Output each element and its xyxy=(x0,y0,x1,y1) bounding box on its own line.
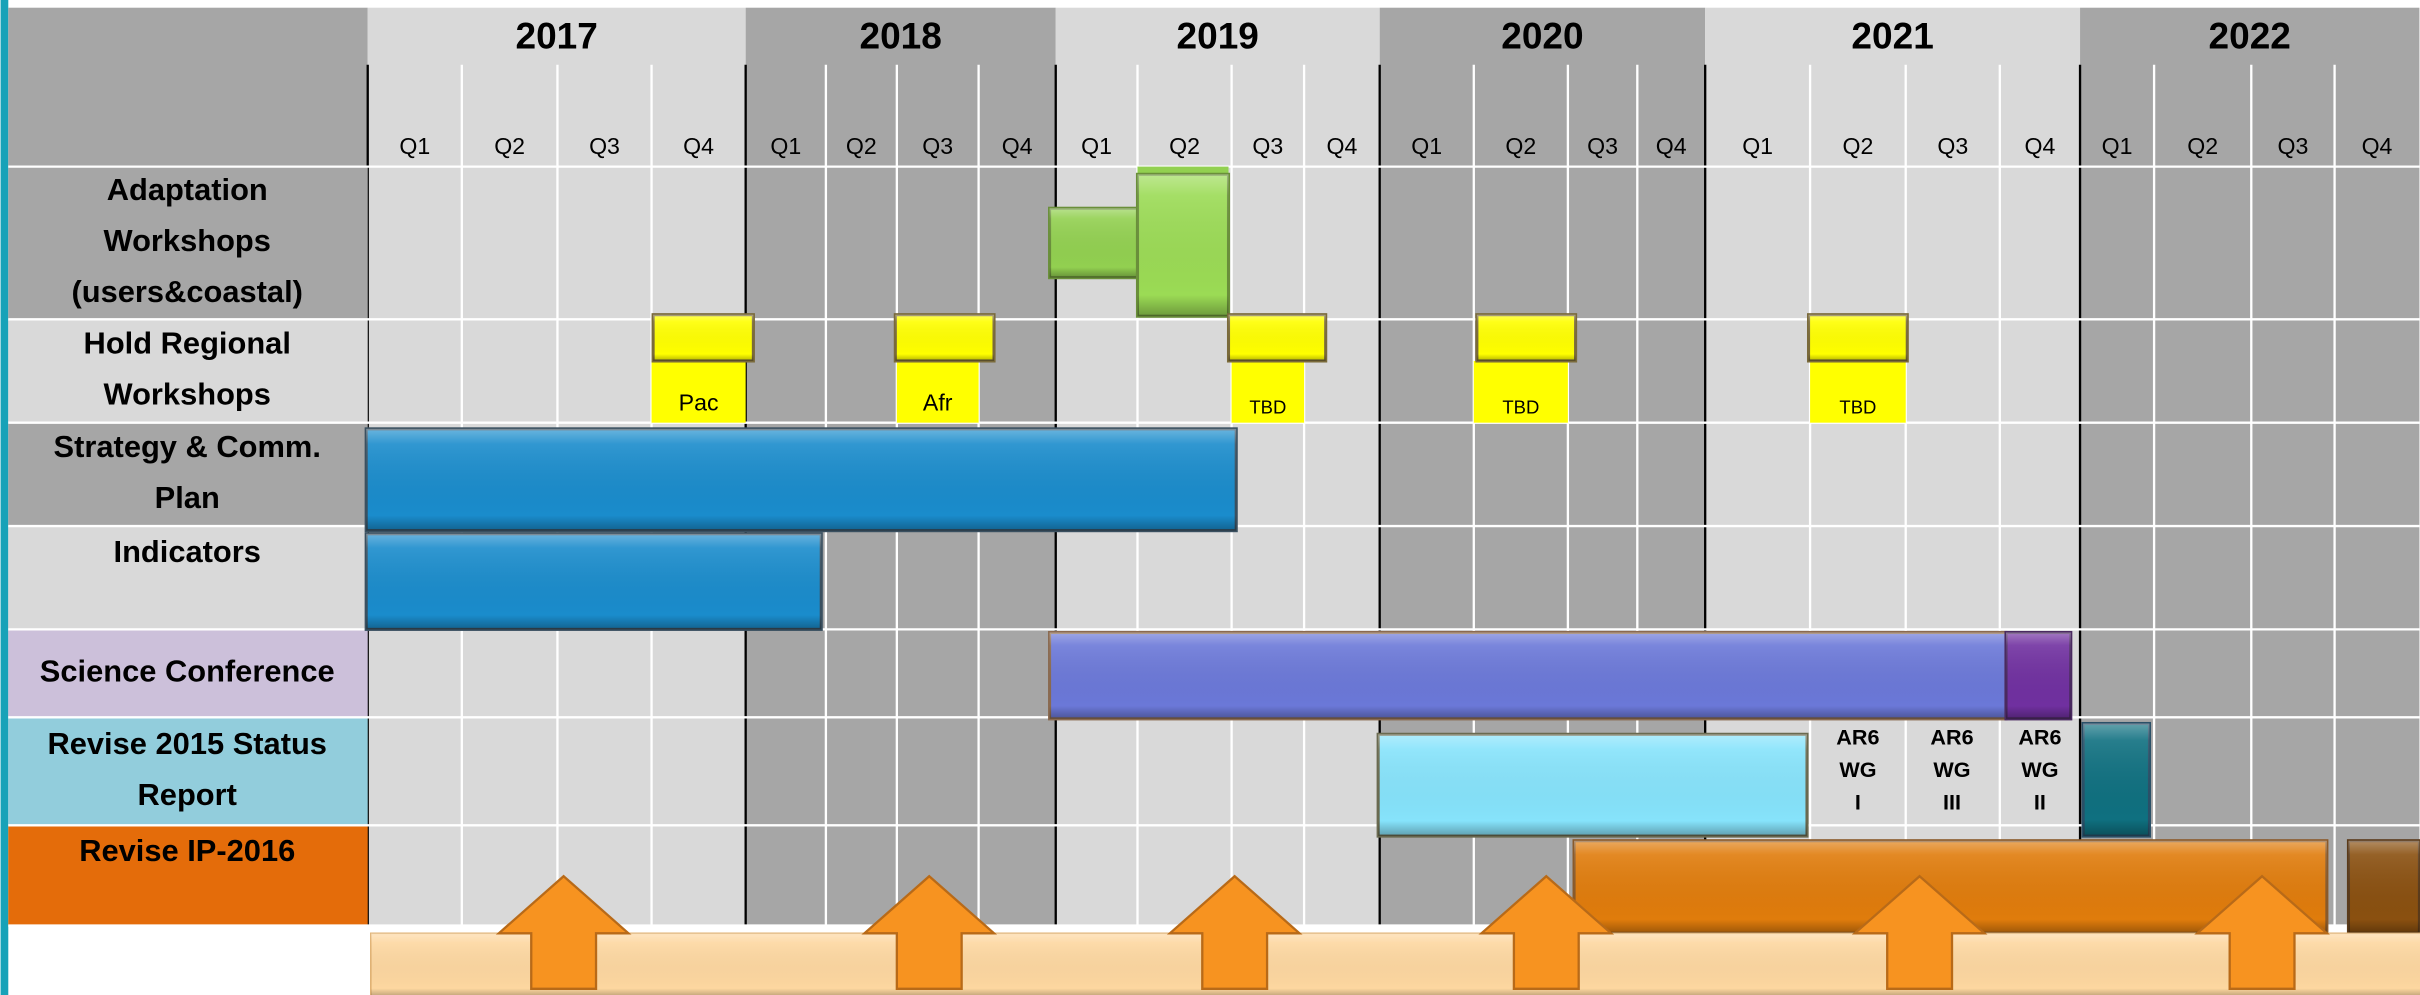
left-strip xyxy=(0,0,9,995)
corner-cell xyxy=(8,7,368,167)
ar6-label: WG xyxy=(1839,757,1876,782)
year-label: 2018 xyxy=(860,14,942,56)
quarter-label: Q3 xyxy=(1252,133,1283,159)
conference-bar-bevel xyxy=(1049,632,2006,719)
workshop-label: TBD xyxy=(1839,397,1876,418)
row-label-cell xyxy=(8,422,368,527)
bottom-band-bevel xyxy=(370,933,2420,995)
regional-workshop-bar-bevel xyxy=(1228,314,1326,361)
ar6-label: AR6 xyxy=(2018,725,2061,750)
row-label-cell xyxy=(8,825,368,926)
year-label: 2022 xyxy=(2209,14,2291,56)
workshop-tag xyxy=(1473,360,1568,423)
row-label: Revise 2015 Status xyxy=(47,726,326,761)
row-label: Revise IP-2016 xyxy=(79,833,295,868)
quarter-label: Q2 xyxy=(1505,133,1536,159)
year-label: 2020 xyxy=(1501,14,1583,56)
workshop-top xyxy=(1137,166,1229,176)
ar6-label: AR6 xyxy=(1930,725,1973,750)
quarter-label: Q4 xyxy=(2025,133,2056,159)
quarter-label: Q4 xyxy=(683,133,714,159)
quarter-label: Q1 xyxy=(1411,133,1442,159)
row-label: Science Conference xyxy=(40,654,335,689)
quarter-label: Q2 xyxy=(494,133,525,159)
regional-workshop-bar-bevel xyxy=(653,314,754,361)
indicators-bar-bevel xyxy=(366,533,822,630)
workshop-label: Afr xyxy=(923,389,953,415)
quarter-label: Q3 xyxy=(922,133,953,159)
workshop-label: TBD xyxy=(1249,397,1286,418)
quarter-label: Q2 xyxy=(2187,133,2218,159)
quarter-label: Q2 xyxy=(1842,133,1873,159)
milestone-arrow xyxy=(861,874,998,990)
workshop-tag xyxy=(896,360,979,423)
workshop-bar-bevel xyxy=(1137,174,1229,317)
ar6-label: II xyxy=(2034,789,2046,814)
quarter-label: Q1 xyxy=(770,133,801,159)
year-label: 2021 xyxy=(1851,14,1933,56)
milestone-arrow xyxy=(2194,874,2330,990)
milestone-arrow xyxy=(1478,874,1615,990)
quarter-label: Q4 xyxy=(2362,133,2393,159)
regional-workshop-bar-bevel xyxy=(895,314,995,361)
ar6-label: III xyxy=(1943,789,1961,814)
row-label: Strategy & Comm. xyxy=(54,429,321,464)
row-label: Report xyxy=(138,777,237,812)
row-label: Plan xyxy=(155,480,220,515)
quarter-label: Q1 xyxy=(1742,133,1773,159)
row-label-cell xyxy=(8,319,368,423)
status-end-bar-bevel xyxy=(2083,723,2150,837)
strategy-bar-bevel xyxy=(366,428,1237,531)
status-report-bar-bevel xyxy=(1378,734,1807,837)
quarter-label: Q2 xyxy=(846,133,877,159)
row-label: Adaptation xyxy=(107,172,268,207)
workshop-label: TBD xyxy=(1502,397,1539,418)
ip-end-bar-bevel xyxy=(2348,840,2420,934)
workshop-label: Pac xyxy=(679,389,719,415)
row-label: Indicators xyxy=(114,534,261,569)
row-label: Hold Regional xyxy=(84,326,291,361)
quarter-label: Q3 xyxy=(1937,133,1968,159)
quarter-label: Q2 xyxy=(1169,133,1200,159)
quarter-label: Q3 xyxy=(2278,133,2309,159)
quarter-label: Q3 xyxy=(1587,133,1618,159)
year-label: 2017 xyxy=(516,14,598,56)
milestone-arrow xyxy=(1851,874,1988,990)
ar6-label: WG xyxy=(2021,757,2058,782)
quarter-label: Q4 xyxy=(1656,133,1687,159)
quarter-label: Q4 xyxy=(1002,133,1033,159)
row-label-cell xyxy=(8,166,368,320)
regional-workshop-bar-bevel xyxy=(1808,314,1908,361)
row-label: Workshops xyxy=(104,377,271,412)
row-label-cell xyxy=(8,526,368,630)
quarter-label: Q3 xyxy=(589,133,620,159)
year-label: 2019 xyxy=(1177,14,1259,56)
quarter-label: Q1 xyxy=(2102,133,2133,159)
ar6-label: I xyxy=(1855,789,1861,814)
row-label: (users&coastal) xyxy=(72,274,303,309)
workshop-bar-bevel xyxy=(1049,208,1138,278)
conference-end-bar-bevel xyxy=(2006,632,2071,719)
regional-workshop-bar-bevel xyxy=(1476,314,1576,361)
row-label: Workshops xyxy=(104,223,271,258)
ar6-label: AR6 xyxy=(1836,725,1879,750)
milestone-arrow xyxy=(495,874,632,990)
milestone-arrow xyxy=(1166,874,1303,990)
workshop-tag xyxy=(1810,360,1906,423)
quarter-label: Q4 xyxy=(1326,133,1357,159)
ar6-label: WG xyxy=(1933,757,1970,782)
workshop-tag xyxy=(1231,360,1305,423)
workshop-tag xyxy=(651,360,746,423)
row-label-cell xyxy=(8,629,368,718)
quarter-label: Q1 xyxy=(399,133,430,159)
row-label-cell xyxy=(8,717,368,826)
quarter-label: Q1 xyxy=(1081,133,1112,159)
